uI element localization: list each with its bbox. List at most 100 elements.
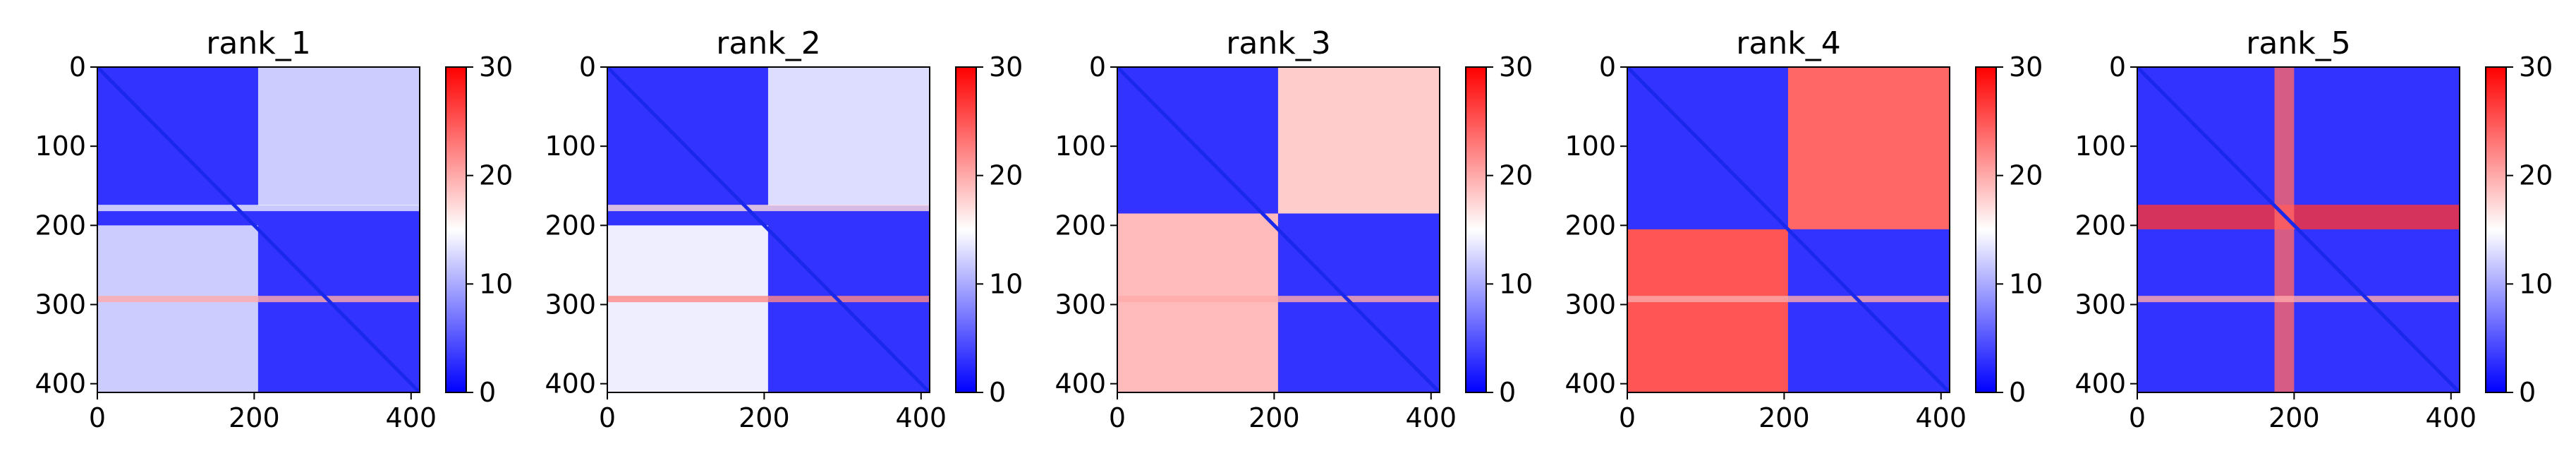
heatmap-block (1117, 213, 1278, 392)
heatmap-block (97, 225, 258, 392)
colorbar-tick-label: 20 (989, 160, 1023, 191)
heatmap-block (607, 225, 768, 392)
y-tick-label: 200 (1565, 210, 1616, 241)
x-tick-label: 0 (599, 402, 616, 433)
colorbar-tick-label: 20 (2519, 160, 2553, 191)
heatmap-block (1117, 67, 1278, 214)
axes-frame (1117, 66, 1440, 393)
x-tick-label: 200 (229, 402, 280, 433)
x-tick-label: 200 (2268, 402, 2320, 433)
y-tick-label: 0 (69, 52, 86, 83)
y-tick-label: 0 (579, 52, 596, 83)
panel-title: rank_5 (2246, 25, 2350, 61)
x-tick-label: 0 (89, 402, 106, 433)
heatmap-diagonal (1117, 67, 1440, 392)
colorbar-tick-label: 30 (2519, 52, 2553, 83)
axes-frame (97, 66, 420, 393)
colorbar-tick-label: 30 (479, 52, 513, 83)
colorbar-tick-label: 0 (479, 377, 496, 408)
y-tick-label: 400 (2074, 368, 2126, 399)
colorbar-tick-label: 10 (989, 268, 1023, 299)
panel-title: rank_3 (1226, 25, 1330, 61)
colorbar-tick-label: 0 (2519, 377, 2536, 408)
y-tick-label: 200 (545, 210, 596, 241)
y-tick-label: 100 (1565, 131, 1616, 162)
heatmap-row-band (1117, 296, 1440, 303)
y-tick-label: 300 (545, 289, 596, 320)
y-tick-label: 100 (35, 131, 86, 162)
heatmap-row-band (97, 205, 420, 212)
heatmap-block (97, 67, 258, 206)
axes-frame (607, 66, 930, 393)
heatmap-diagonal (97, 67, 420, 392)
heatmap-row-band (607, 296, 930, 303)
panel-title: rank_1 (206, 25, 310, 61)
y-tick-label: 300 (2074, 289, 2126, 320)
y-tick-label: 400 (1055, 368, 1106, 399)
colorbar (1975, 66, 1997, 393)
heatmap-block (1277, 67, 1440, 214)
colorbar (955, 66, 977, 393)
y-tick-label: 400 (35, 368, 86, 399)
x-tick-label: 400 (2426, 402, 2477, 433)
colorbar-tick-label: 30 (989, 52, 1023, 83)
heatmap-cells (607, 67, 930, 392)
y-tick-label: 200 (35, 210, 86, 241)
heatmap-block (1277, 213, 1440, 392)
y-tick-label: 100 (2074, 131, 2126, 162)
heatmap-row-band (2137, 296, 2460, 303)
colorbar-tick-label: 20 (1499, 160, 1533, 191)
axes-frame (2137, 66, 2460, 393)
x-tick-label: 200 (1248, 402, 1300, 433)
x-tick-label: 400 (896, 402, 947, 433)
x-tick-label: 400 (1916, 402, 1967, 433)
heatmap-row-band (1627, 296, 1950, 303)
heatmap-cells (97, 67, 420, 392)
colorbar-tick-label: 0 (1499, 377, 1516, 408)
x-tick-label: 200 (739, 402, 790, 433)
y-tick-label: 300 (1055, 289, 1106, 320)
axes-frame (1627, 66, 1950, 393)
heatmap-cells (1627, 67, 1950, 392)
heatmap-cells (1117, 67, 1440, 392)
y-tick-label: 0 (2109, 52, 2126, 83)
heatmap-block (1787, 67, 1950, 229)
y-tick-label: 100 (545, 131, 596, 162)
y-tick-label: 300 (35, 289, 86, 320)
heatmap-row-band (2137, 205, 2460, 229)
heatmap-diagonal (2137, 67, 2460, 392)
y-tick-label: 200 (1055, 210, 1106, 241)
x-tick-label: 400 (386, 402, 437, 433)
colorbar-tick-label: 20 (2009, 160, 2043, 191)
y-tick-label: 400 (545, 368, 596, 399)
heatmap-block (257, 67, 420, 206)
y-tick-label: 0 (1599, 52, 1616, 83)
colorbar (2485, 66, 2507, 393)
heatmap-diagonal (607, 67, 930, 392)
y-tick-label: 300 (1565, 289, 1616, 320)
heatmap-row-band (607, 205, 930, 212)
colorbar-tick-label: 10 (479, 268, 513, 299)
colorbar (445, 66, 467, 393)
heatmap-col-band (2274, 67, 2295, 392)
colorbar-tick-label: 20 (479, 160, 513, 191)
colorbar-tick-label: 0 (989, 377, 1006, 408)
heatmap-block (767, 67, 930, 206)
y-tick-label: 400 (1565, 368, 1616, 399)
colorbar (1465, 66, 1487, 393)
y-tick-label: 100 (1055, 131, 1106, 162)
x-tick-label: 400 (1406, 402, 1457, 433)
x-tick-label: 200 (1758, 402, 1810, 433)
y-tick-label: 200 (2074, 210, 2126, 241)
panel-title: rank_4 (1736, 25, 1840, 61)
colorbar-tick-label: 30 (1499, 52, 1533, 83)
x-tick-label: 0 (1109, 402, 1126, 433)
x-tick-label: 0 (1619, 402, 1636, 433)
colorbar-tick-label: 10 (1499, 268, 1533, 299)
